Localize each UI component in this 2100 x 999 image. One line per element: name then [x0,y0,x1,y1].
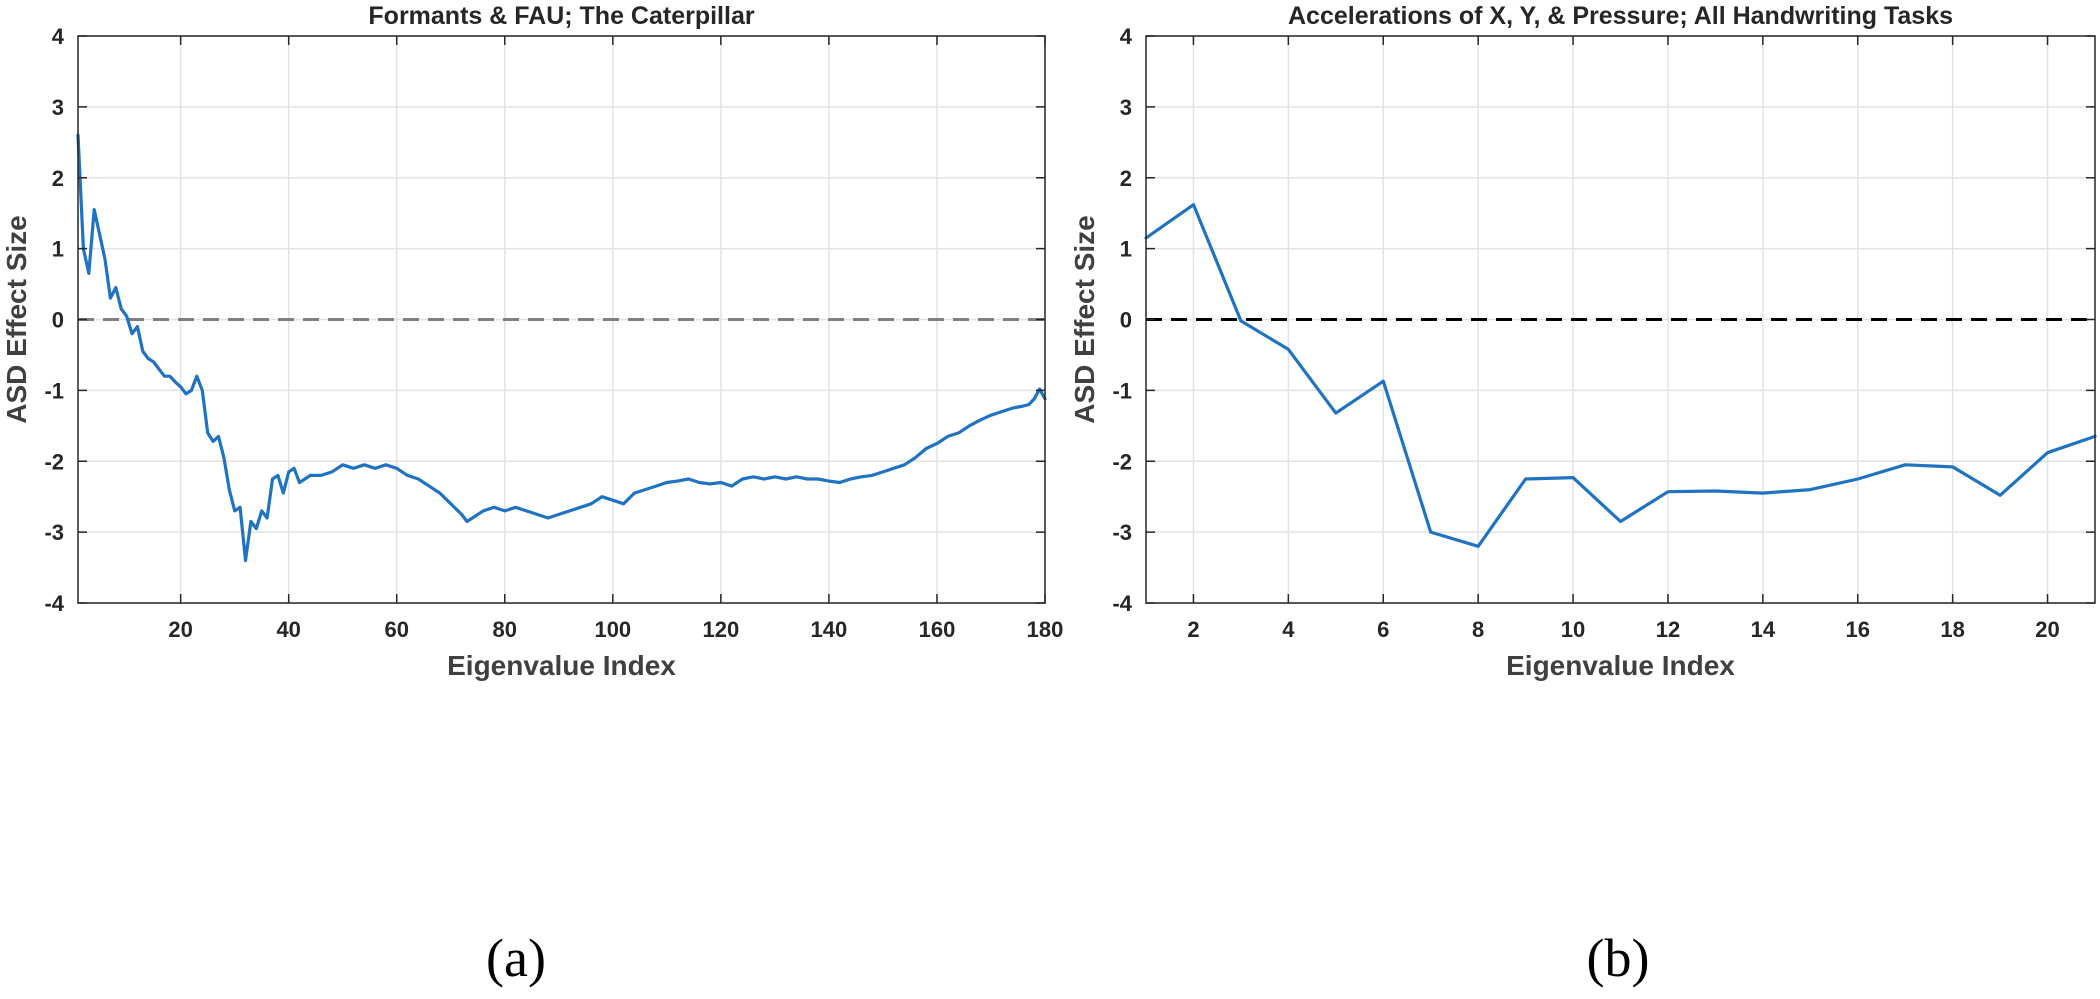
y-tick-label-a: 3 [52,95,64,120]
y-tick-label-a: -1 [44,378,64,403]
y-tick-label-a: 2 [52,166,64,191]
y-tick-label-b: 1 [1120,237,1132,262]
chart-title-a: Formants & FAU; The Caterpillar [368,2,754,30]
y-tick-label-a: 1 [52,237,64,262]
y-tick-label-a: -2 [44,449,64,474]
x-tick-label-a: 60 [384,617,408,642]
x-tick-label-b: 18 [1940,617,1964,642]
y-tick-label-b: 3 [1120,95,1132,120]
x-tick-label-a: 180 [1027,617,1064,642]
x-tick-label-b: 4 [1282,617,1295,642]
y-tick-label-b: 0 [1120,308,1132,333]
series-a [76,133,1047,563]
x-tick-label-b: 20 [2035,617,2059,642]
x-tick-label-b: 6 [1377,617,1389,642]
x-tick-label-a: 160 [919,617,956,642]
y-tick-label-a: -3 [44,520,64,545]
x-tick-label-a: 140 [811,617,848,642]
series-line-a [76,133,1047,563]
chart-title-b: Accelerations of X, Y, & Pressure; All H… [1288,2,1953,30]
x-tick-label-b: 2 [1187,617,1199,642]
x-tick-label-a: 20 [168,617,192,642]
x-tick-label-a: 80 [493,617,517,642]
x-tick-label-b: 14 [1751,617,1776,642]
x-tick-label-b: 16 [1846,617,1870,642]
x-tick-label-a: 120 [703,617,740,642]
ticks-a: -4 -3 -2 -1 0 1 2 3 4 20 40 60 80 100 120 140 160 180 [44,24,1063,642]
caption-b: (b) [1587,928,1650,988]
y-tick-label-a: 0 [52,308,64,333]
y-tick-label-a: -4 [44,591,64,616]
y-axis-label-a: ASD Effect Size [1,215,32,424]
x-tick-label-b: 12 [1656,617,1680,642]
series-line-b [1144,203,2097,548]
x-tick-label-a: 100 [594,617,631,642]
x-tick-label-b: 8 [1472,617,1484,642]
y-tick-label-b: 2 [1120,166,1132,191]
series-b [1144,203,2097,548]
x-axis-label-b: Eigenvalue Index [1506,650,1735,681]
y-tick-label-b: -3 [1112,520,1132,545]
y-tick-label-b: -2 [1112,449,1132,474]
x-tick-label-b: 10 [1561,617,1585,642]
x-axis-label-a: Eigenvalue Index [447,650,676,681]
y-axis-label-b: ASD Effect Size [1069,215,1100,424]
caption-a: (a) [486,928,546,988]
chart-panel-a: -4 -3 -2 -1 0 1 2 3 4 20 40 60 80 100 120 140 160 180 For… [1,2,1063,988]
x-tick-label-a: 40 [276,617,300,642]
y-tick-label-b: 4 [1120,24,1133,49]
y-tick-label-a: 4 [52,24,65,49]
y-tick-label-b: -1 [1112,378,1132,403]
y-tick-label-b: -4 [1112,591,1132,616]
